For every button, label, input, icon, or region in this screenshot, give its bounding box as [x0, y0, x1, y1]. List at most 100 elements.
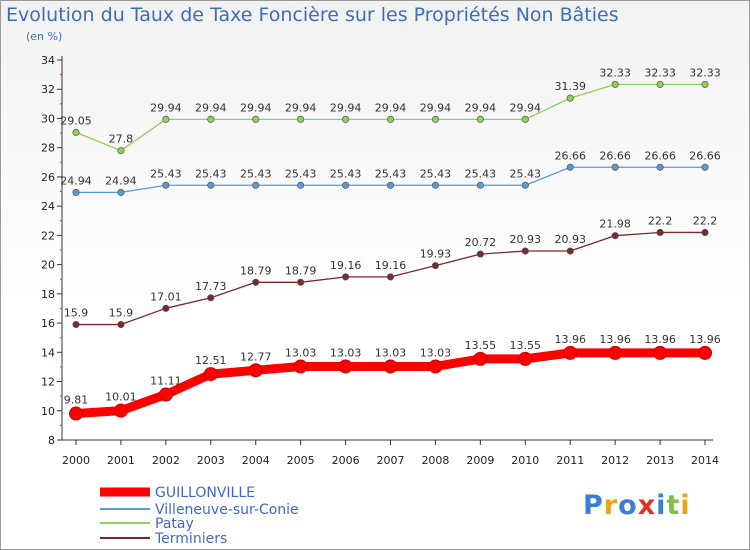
data-point — [566, 163, 574, 171]
y-tick-label: 24 — [41, 200, 55, 213]
data-label: 29.94 — [375, 101, 407, 114]
legend: GUILLONVILLEVilleneuve-sur-ConiePatayTer… — [100, 485, 299, 547]
data-point — [207, 115, 215, 123]
data-label: 26.66 — [554, 149, 586, 162]
data-label: 32.33 — [689, 66, 721, 79]
x-tick-label: 2003 — [197, 454, 225, 467]
logo-letter: i — [656, 490, 667, 521]
data-point — [521, 247, 529, 255]
data-label: 25.43 — [150, 167, 182, 180]
data-label: 31.39 — [554, 80, 586, 93]
legend-label: Terminiers — [154, 531, 227, 547]
data-point — [207, 181, 215, 189]
data-point — [656, 80, 664, 88]
data-point — [293, 359, 308, 374]
legend-label: Villeneuve-sur-Conie — [155, 502, 299, 518]
data-point — [338, 359, 353, 374]
data-label: 26.66 — [689, 149, 721, 162]
data-label: 25.43 — [330, 167, 362, 180]
data-label: 29.05 — [60, 114, 92, 127]
data-point — [476, 250, 484, 258]
series-layer — [69, 80, 713, 421]
data-label: 32.33 — [644, 66, 676, 79]
y-tick-label: 22 — [41, 229, 55, 242]
data-label: 20.93 — [554, 233, 586, 246]
data-label: 25.43 — [240, 167, 272, 180]
data-label: 13.96 — [599, 333, 631, 346]
y-tick-label: 10 — [41, 405, 55, 418]
data-point — [386, 273, 395, 281]
data-label: 12.77 — [240, 350, 272, 363]
data-label: 25.43 — [375, 167, 407, 180]
x-tick-label: 2011 — [556, 454, 584, 467]
data-label: 13.03 — [375, 346, 407, 359]
data-label: 13.03 — [420, 346, 452, 359]
data-label: 19.16 — [330, 259, 362, 272]
data-point — [476, 181, 484, 189]
data-label: 17.01 — [150, 290, 182, 303]
data-point — [521, 115, 529, 123]
y-tick-label: 18 — [41, 288, 55, 301]
data-label: 19.93 — [420, 248, 452, 261]
data-point — [656, 163, 664, 171]
y-tick-label: 14 — [41, 346, 55, 359]
data-label: 20.72 — [465, 236, 497, 249]
y-tick-label: 34 — [41, 54, 55, 67]
data-point — [117, 320, 125, 329]
data-point — [69, 406, 83, 421]
data-point — [207, 294, 215, 302]
data-label: 17.73 — [195, 280, 227, 293]
x-tick-label: 2013 — [646, 454, 674, 467]
data-label: 20.93 — [510, 233, 542, 246]
data-point — [698, 345, 713, 360]
data-label: 15.9 — [64, 307, 89, 320]
data-point — [566, 247, 574, 255]
data-point — [701, 80, 709, 88]
data-point — [203, 367, 218, 382]
y-tick-label: 26 — [41, 171, 55, 184]
x-tick-label: 2007 — [377, 454, 405, 467]
data-point — [566, 94, 574, 102]
data-point — [431, 115, 439, 123]
logo-letter: P — [583, 490, 604, 521]
data-point — [428, 359, 443, 374]
data-label: 29.94 — [330, 101, 362, 114]
data-label: 25.43 — [465, 167, 497, 180]
data-point — [117, 188, 125, 196]
data-label: 25.43 — [195, 167, 227, 180]
legend-label: Patay — [155, 516, 194, 532]
y-tick-label: 20 — [41, 259, 55, 272]
data-label: 11.11 — [150, 375, 182, 388]
data-label: 10.01 — [105, 391, 137, 404]
data-point — [72, 128, 80, 136]
data-label: 26.66 — [644, 149, 676, 162]
data-label: 24.94 — [60, 174, 92, 187]
chart-title: Evolution du Taux de Taxe Foncière sur l… — [6, 4, 619, 26]
data-point — [611, 232, 619, 240]
data-point — [476, 115, 484, 123]
data-point — [117, 147, 125, 155]
data-point — [383, 359, 398, 374]
data-point — [162, 181, 170, 189]
data-label: 18.79 — [285, 264, 317, 277]
data-label: 27.8 — [109, 133, 134, 146]
x-tick-label: 2005 — [287, 454, 315, 467]
data-label: 18.79 — [240, 264, 272, 277]
data-label: 29.94 — [195, 101, 227, 114]
data-point — [113, 403, 128, 418]
data-label: 13.96 — [554, 333, 586, 346]
data-point — [611, 80, 619, 88]
data-label: 22.2 — [648, 214, 673, 227]
data-point — [386, 115, 395, 123]
data-point — [248, 363, 263, 378]
data-point — [518, 351, 533, 366]
x-tick-label: 2010 — [511, 454, 539, 467]
data-label: 25.43 — [510, 167, 542, 180]
y-tick-label: 16 — [41, 317, 55, 330]
data-point — [431, 262, 439, 270]
y-tick-label: 12 — [41, 376, 55, 389]
data-point — [72, 320, 80, 329]
data-label: 13.03 — [330, 346, 362, 359]
data-point — [563, 345, 578, 360]
